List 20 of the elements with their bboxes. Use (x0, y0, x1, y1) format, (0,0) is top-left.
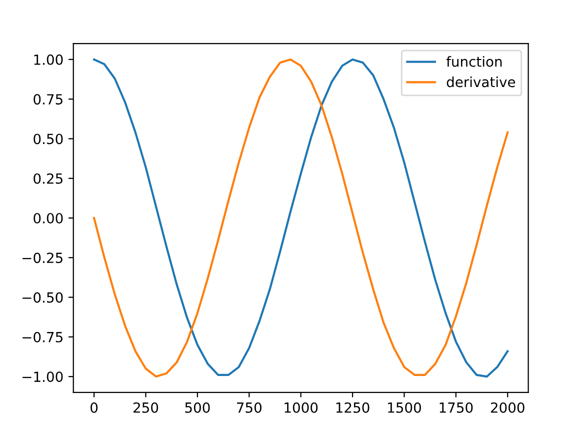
x-tick-label: 1500 (388, 402, 421, 413)
x-tick-label: 750 (237, 402, 262, 413)
y-tick-label: 0.00 (34, 212, 63, 224)
x-tick-label: 0 (90, 402, 98, 413)
y-tick-label: −0.75 (22, 332, 62, 342)
y-tick-label: 0.75 (34, 94, 62, 105)
x-tick-label: 1250 (336, 402, 370, 413)
y-tick-label: −0.50 (22, 292, 63, 303)
x-tick-label: 500 (185, 402, 210, 413)
y-tick-label: 0.25 (34, 173, 62, 184)
y-tick-label: −1.00 (22, 372, 63, 382)
x-tick-label: 1000 (284, 402, 318, 413)
legend-label: function (446, 56, 502, 67)
y-tick-label: −0.25 (22, 252, 62, 264)
x-tick-label: 1750 (440, 402, 473, 413)
x-tick-label: 2000 (490, 402, 524, 413)
y-tick-label: 0.50 (34, 134, 63, 144)
y-tick-label: 1.00 (34, 54, 63, 65)
x-tick-label: 250 (134, 402, 158, 413)
legend-label: derivative (446, 76, 516, 88)
